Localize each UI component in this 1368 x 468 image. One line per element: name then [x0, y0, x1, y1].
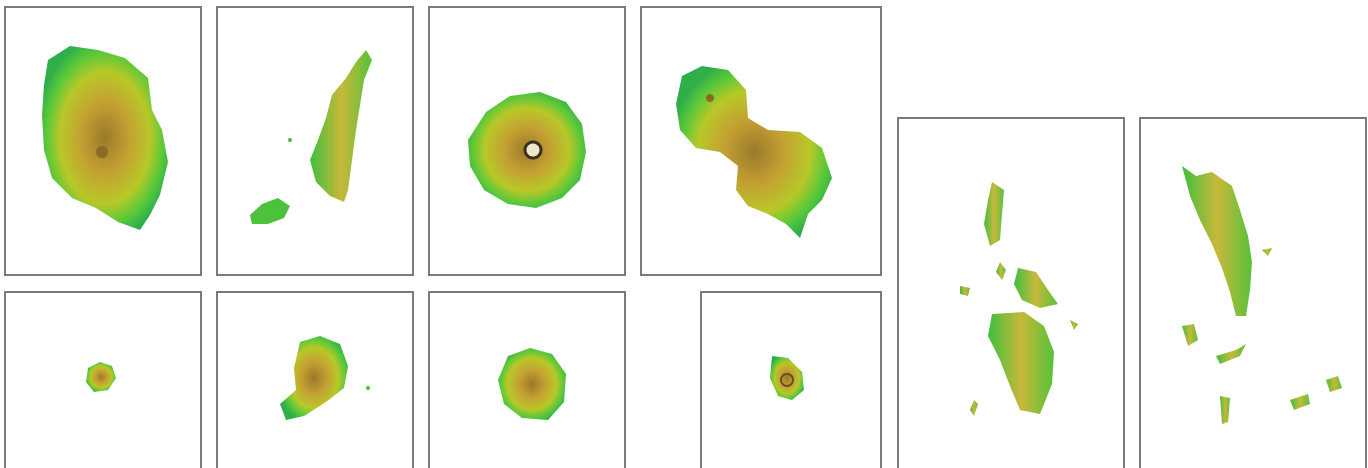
- island: [1220, 396, 1230, 424]
- island: [1290, 394, 1310, 410]
- island: [1182, 324, 1198, 346]
- panel-frame: [897, 117, 1125, 468]
- islet: [366, 386, 370, 390]
- crater: [706, 94, 714, 102]
- island: [1014, 268, 1058, 308]
- island: [1216, 344, 1246, 364]
- panel-frame: [700, 291, 882, 468]
- panel-frame: [216, 6, 414, 276]
- island: [1182, 166, 1252, 316]
- island: [988, 312, 1054, 414]
- panel-frame: [1139, 117, 1367, 468]
- island: [250, 198, 290, 224]
- archipelago: [1182, 166, 1342, 424]
- panel-frame: [4, 6, 202, 276]
- crater: [780, 373, 794, 387]
- island: [86, 362, 116, 392]
- panel-frame: [216, 291, 414, 468]
- island: [676, 66, 832, 238]
- archipelago: [960, 182, 1078, 416]
- island: [42, 46, 168, 230]
- island: [770, 356, 804, 400]
- panel-frame: [640, 6, 882, 276]
- islet: [1070, 320, 1078, 330]
- panel-frame: [4, 291, 202, 468]
- islet: [288, 138, 292, 142]
- panel-frame: [428, 291, 626, 468]
- crater: [96, 146, 108, 158]
- island: [280, 336, 348, 420]
- islet: [1262, 248, 1272, 256]
- crater: [523, 140, 543, 160]
- island: [310, 50, 372, 202]
- panel-frame: [428, 6, 626, 276]
- islet: [970, 400, 978, 416]
- islet: [996, 262, 1006, 280]
- island: [984, 182, 1004, 246]
- island: [498, 348, 566, 420]
- island: [1326, 376, 1342, 392]
- islet: [960, 286, 970, 296]
